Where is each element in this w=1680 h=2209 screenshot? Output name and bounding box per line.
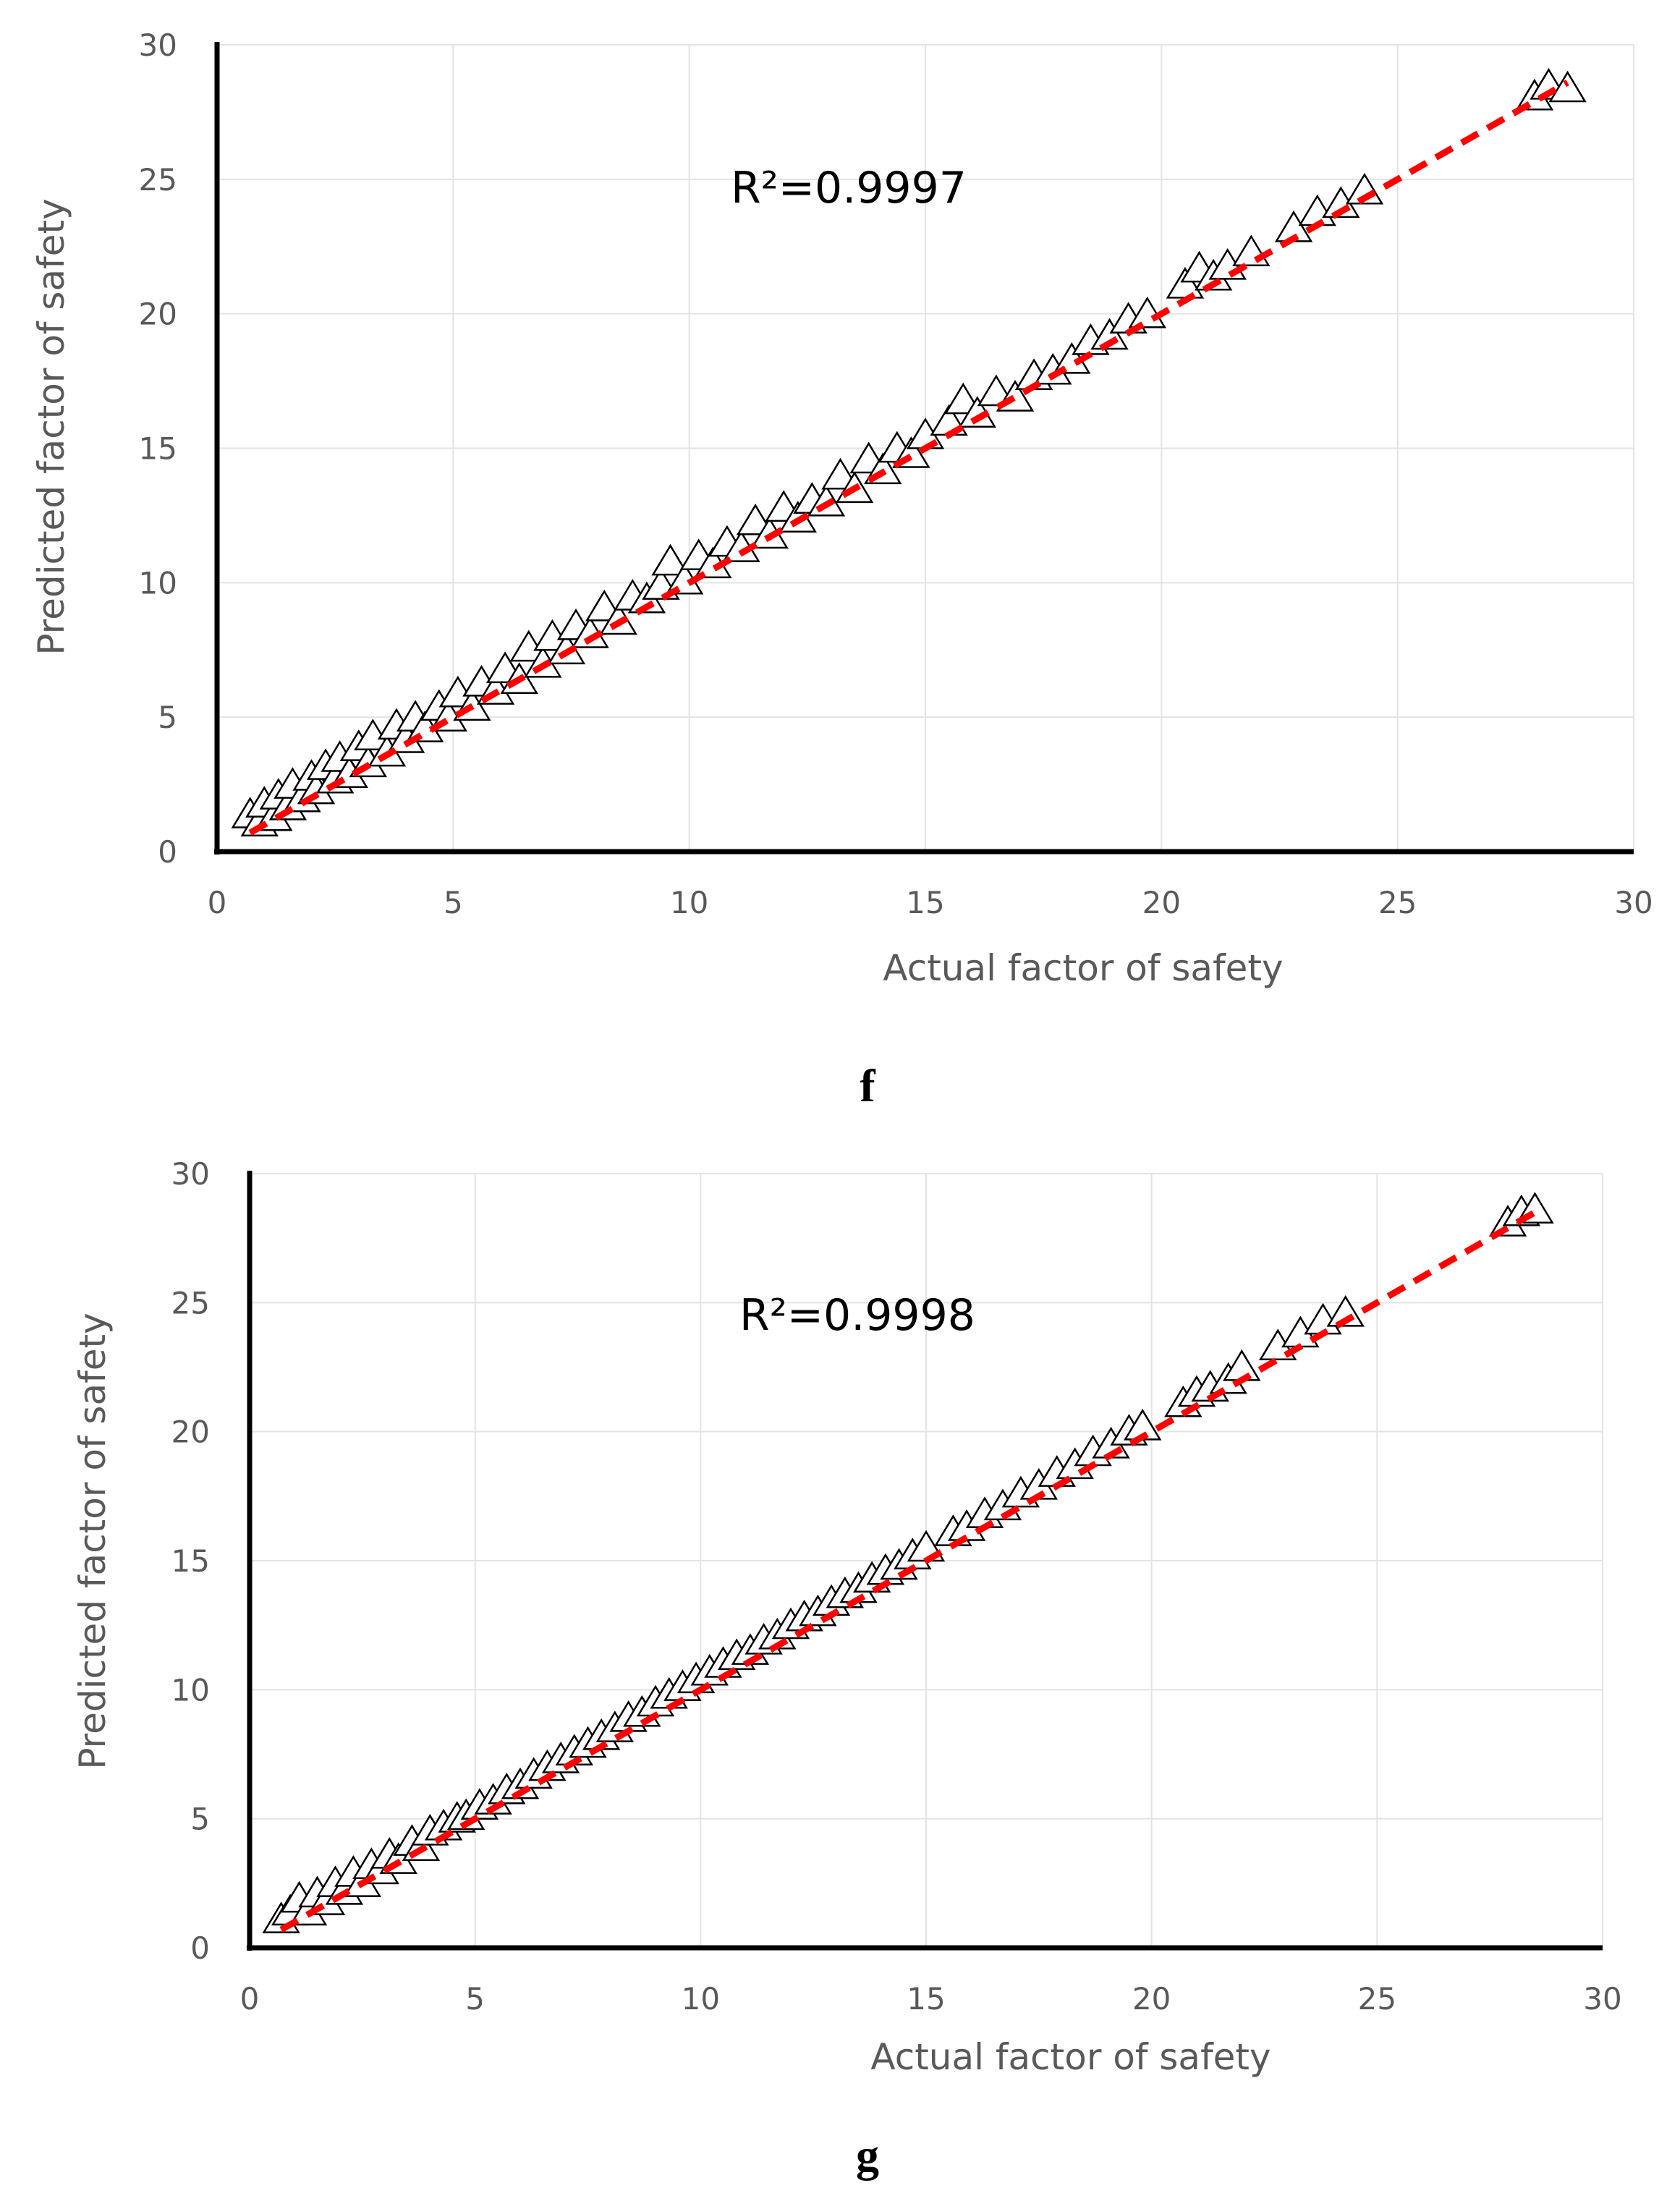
panel-label-f: f bbox=[860, 1060, 875, 1111]
trendline-g bbox=[279, 1207, 1541, 1933]
x-tick-label-g: 20 bbox=[1132, 1981, 1171, 2017]
x-tick-label-f: 0 bbox=[208, 885, 227, 920]
y-tick-label-f: 15 bbox=[139, 431, 177, 467]
y-tick-label-f: 5 bbox=[158, 700, 177, 735]
trendline-line-f bbox=[248, 80, 1569, 836]
chart-panel-f: 0 5 10 15 20 25 30 0 5 10 15 20 25 30 Actual factor … bbox=[30, 27, 1653, 989]
y-tick-label-f: 20 bbox=[139, 297, 177, 332]
y-tick-label-f: 10 bbox=[139, 565, 177, 601]
x-tick-labels-f: 0 5 10 15 20 25 30 bbox=[208, 885, 1653, 920]
x-axis-title-f: Actual factor of safety bbox=[883, 947, 1283, 989]
y-tick-label-g: 0 bbox=[190, 1930, 210, 1966]
x-tick-label-f: 20 bbox=[1142, 885, 1181, 920]
chart-panel-g: 0 5 10 15 20 25 30 0 5 10 15 20 25 30 Actual factor … bbox=[72, 1156, 1622, 2078]
x-tick-label-g: 10 bbox=[682, 1981, 720, 2017]
y-tick-label-g: 25 bbox=[171, 1285, 210, 1320]
x-tick-labels-g: 0 5 10 15 20 25 30 bbox=[240, 1981, 1622, 2017]
axes-g bbox=[247, 1171, 1603, 1951]
y-tick-label-g: 5 bbox=[190, 1802, 210, 1837]
y-tick-labels-g: 0 5 10 15 20 25 30 bbox=[171, 1156, 210, 1966]
x-tick-label-f: 10 bbox=[670, 885, 708, 920]
x-tick-label-g: 25 bbox=[1358, 1981, 1396, 2017]
y-tick-label-f: 0 bbox=[158, 834, 177, 870]
x-tick-label-f: 15 bbox=[906, 885, 944, 920]
trendline-line-g bbox=[279, 1207, 1541, 1933]
x-tick-label-f: 30 bbox=[1614, 885, 1653, 920]
data-point-f bbox=[1548, 70, 1587, 103]
x-tick-label-f: 5 bbox=[444, 885, 463, 920]
r-squared-annotation-g: R²=0.9998 bbox=[739, 1290, 975, 1341]
r-squared-annotation-f: R²=0.9997 bbox=[731, 163, 967, 213]
x-tick-label-f: 25 bbox=[1378, 885, 1417, 920]
data-point-f bbox=[1232, 234, 1270, 267]
y-tick-labels-f: 0 5 10 15 20 25 30 bbox=[139, 27, 177, 870]
y-tick-label-f: 25 bbox=[139, 162, 177, 198]
y-tick-label-g: 30 bbox=[171, 1156, 210, 1192]
x-tick-label-g: 5 bbox=[465, 1981, 485, 2017]
x-axis-title-g: Actual factor of safety bbox=[870, 2036, 1270, 2078]
y-tick-label-g: 15 bbox=[171, 1543, 210, 1579]
y-tick-label-f: 30 bbox=[139, 27, 177, 63]
y-axis-title-g: Predicted factor of safety bbox=[72, 1313, 114, 1769]
y-tick-label-g: 20 bbox=[171, 1415, 210, 1450]
axes-f bbox=[214, 42, 1634, 855]
data-point-f bbox=[651, 543, 690, 576]
panel-label-g: g bbox=[856, 2129, 879, 2181]
x-tick-label-g: 30 bbox=[1583, 1981, 1621, 2017]
x-tick-label-g: 15 bbox=[907, 1981, 945, 2017]
trendline-f bbox=[248, 80, 1569, 836]
y-axis-title-f: Predicted factor of safety bbox=[30, 198, 72, 655]
x-tick-label-g: 0 bbox=[240, 1981, 260, 2017]
y-tick-label-g: 10 bbox=[171, 1672, 210, 1708]
